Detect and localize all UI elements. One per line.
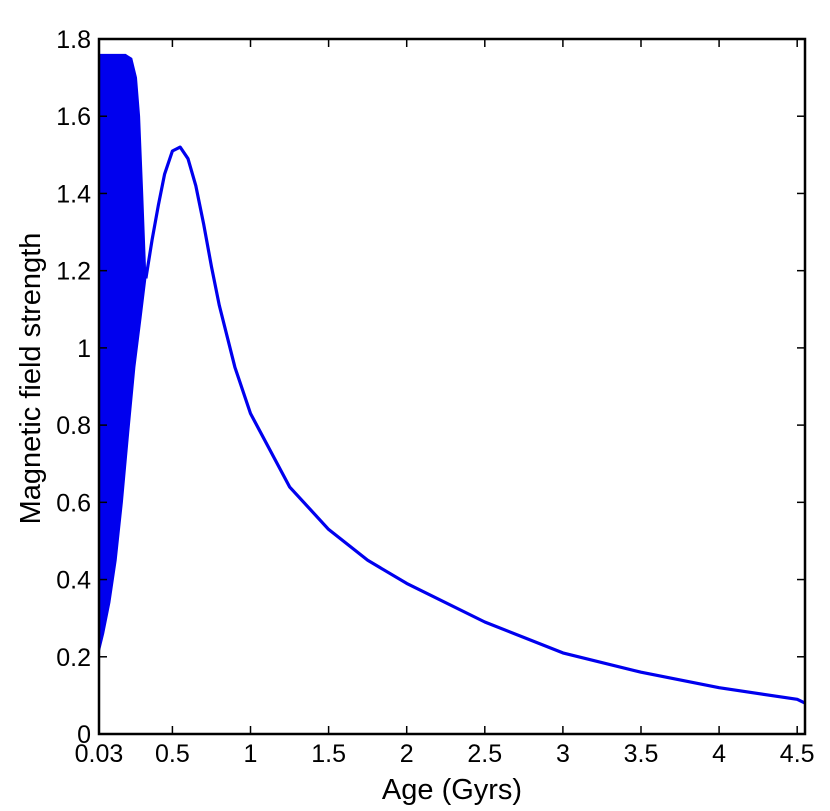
plot-marks <box>98 53 806 705</box>
y-tick-label: 0 <box>77 721 91 749</box>
x-axis: 0.03 0.5 1 1.5 2 2.5 3 3.5 4 4.5 <box>75 39 815 768</box>
y-tick-label: 1.4 <box>56 180 91 208</box>
x-tick-label: 2.5 <box>467 740 502 768</box>
y-tick-label: 1.8 <box>56 26 91 54</box>
y-tick-label: 1.2 <box>56 258 91 286</box>
series-line-0 <box>144 145 806 705</box>
x-tick-label: 4 <box>712 740 726 768</box>
y-axis-label: Magnetic field strength <box>15 233 47 525</box>
x-axis-label: Age (Gyrs) <box>382 774 522 806</box>
x-tick-label: 1.5 <box>311 740 346 768</box>
y-tick-label: 0.6 <box>56 489 91 517</box>
x-tick-label: 0.03 <box>75 740 124 768</box>
y-tick-label: 0.8 <box>56 412 91 440</box>
plot-frame <box>97 37 807 736</box>
x-tick-label: 2 <box>400 740 414 768</box>
x-tick-label: 0.5 <box>155 740 190 768</box>
y-tick-label: 0.4 <box>56 567 91 595</box>
x-tick-label: 1 <box>244 740 258 768</box>
y-tick-label: 0.2 <box>56 644 91 672</box>
x-tick-label: 3 <box>556 740 570 768</box>
oscillation-envelope <box>98 53 147 654</box>
y-axis: 0 0.2 0.4 0.6 0.8 1 1.2 1.4 1.6 1.8 <box>56 26 805 749</box>
x-tick-label: 3.5 <box>624 740 659 768</box>
x-tick-label: 4.5 <box>780 740 815 768</box>
y-tick-label: 1.6 <box>56 103 91 131</box>
y-tick-label: 1 <box>77 335 91 363</box>
